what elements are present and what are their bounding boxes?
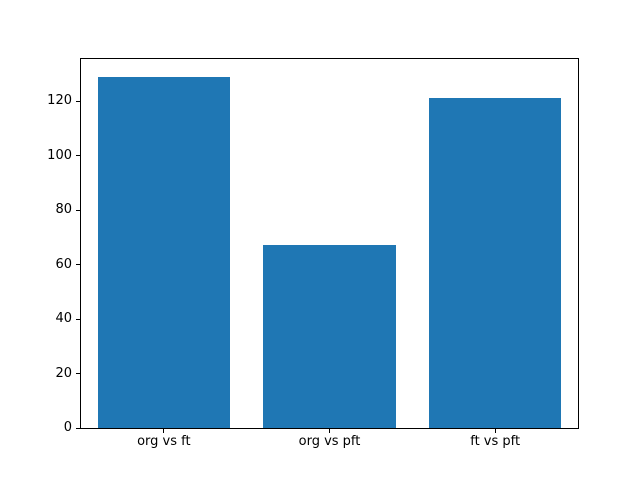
y-tick-label: 60 — [55, 256, 72, 272]
x-tick-mark — [494, 429, 496, 433]
y-tick-mark — [76, 209, 80, 211]
plot-area: 0 20 40 60 80 100 120 org vs ft org vs pft ft vs … — [47, 58, 579, 449]
y-tick-label: 100 — [47, 147, 72, 163]
bar-org-vs-pft — [263, 245, 396, 428]
x-tick-mark — [163, 429, 165, 433]
x-tick-label: org vs pft — [298, 434, 361, 449]
x-tick-mark — [329, 429, 330, 433]
y-tick-mark — [76, 373, 80, 374]
y-tick-mark — [76, 427, 80, 429]
y-tick-mark — [76, 100, 80, 102]
x-tick-label: ft vs pft — [470, 434, 521, 449]
y-tick-label: 0 — [63, 420, 72, 435]
y-tick-label: 80 — [55, 202, 72, 218]
bar-ft-vs-pft — [428, 98, 562, 428]
y-tick-mark — [76, 264, 80, 266]
y-tick-mark — [76, 155, 80, 157]
bar-org-vs-ft — [97, 76, 231, 428]
y-tick-label: 40 — [55, 311, 72, 327]
y-tick-mark — [76, 318, 80, 320]
x-tick-label: org vs ft — [137, 434, 191, 449]
y-tick-label: 120 — [47, 93, 72, 109]
y-tick-label: 20 — [55, 365, 72, 381]
